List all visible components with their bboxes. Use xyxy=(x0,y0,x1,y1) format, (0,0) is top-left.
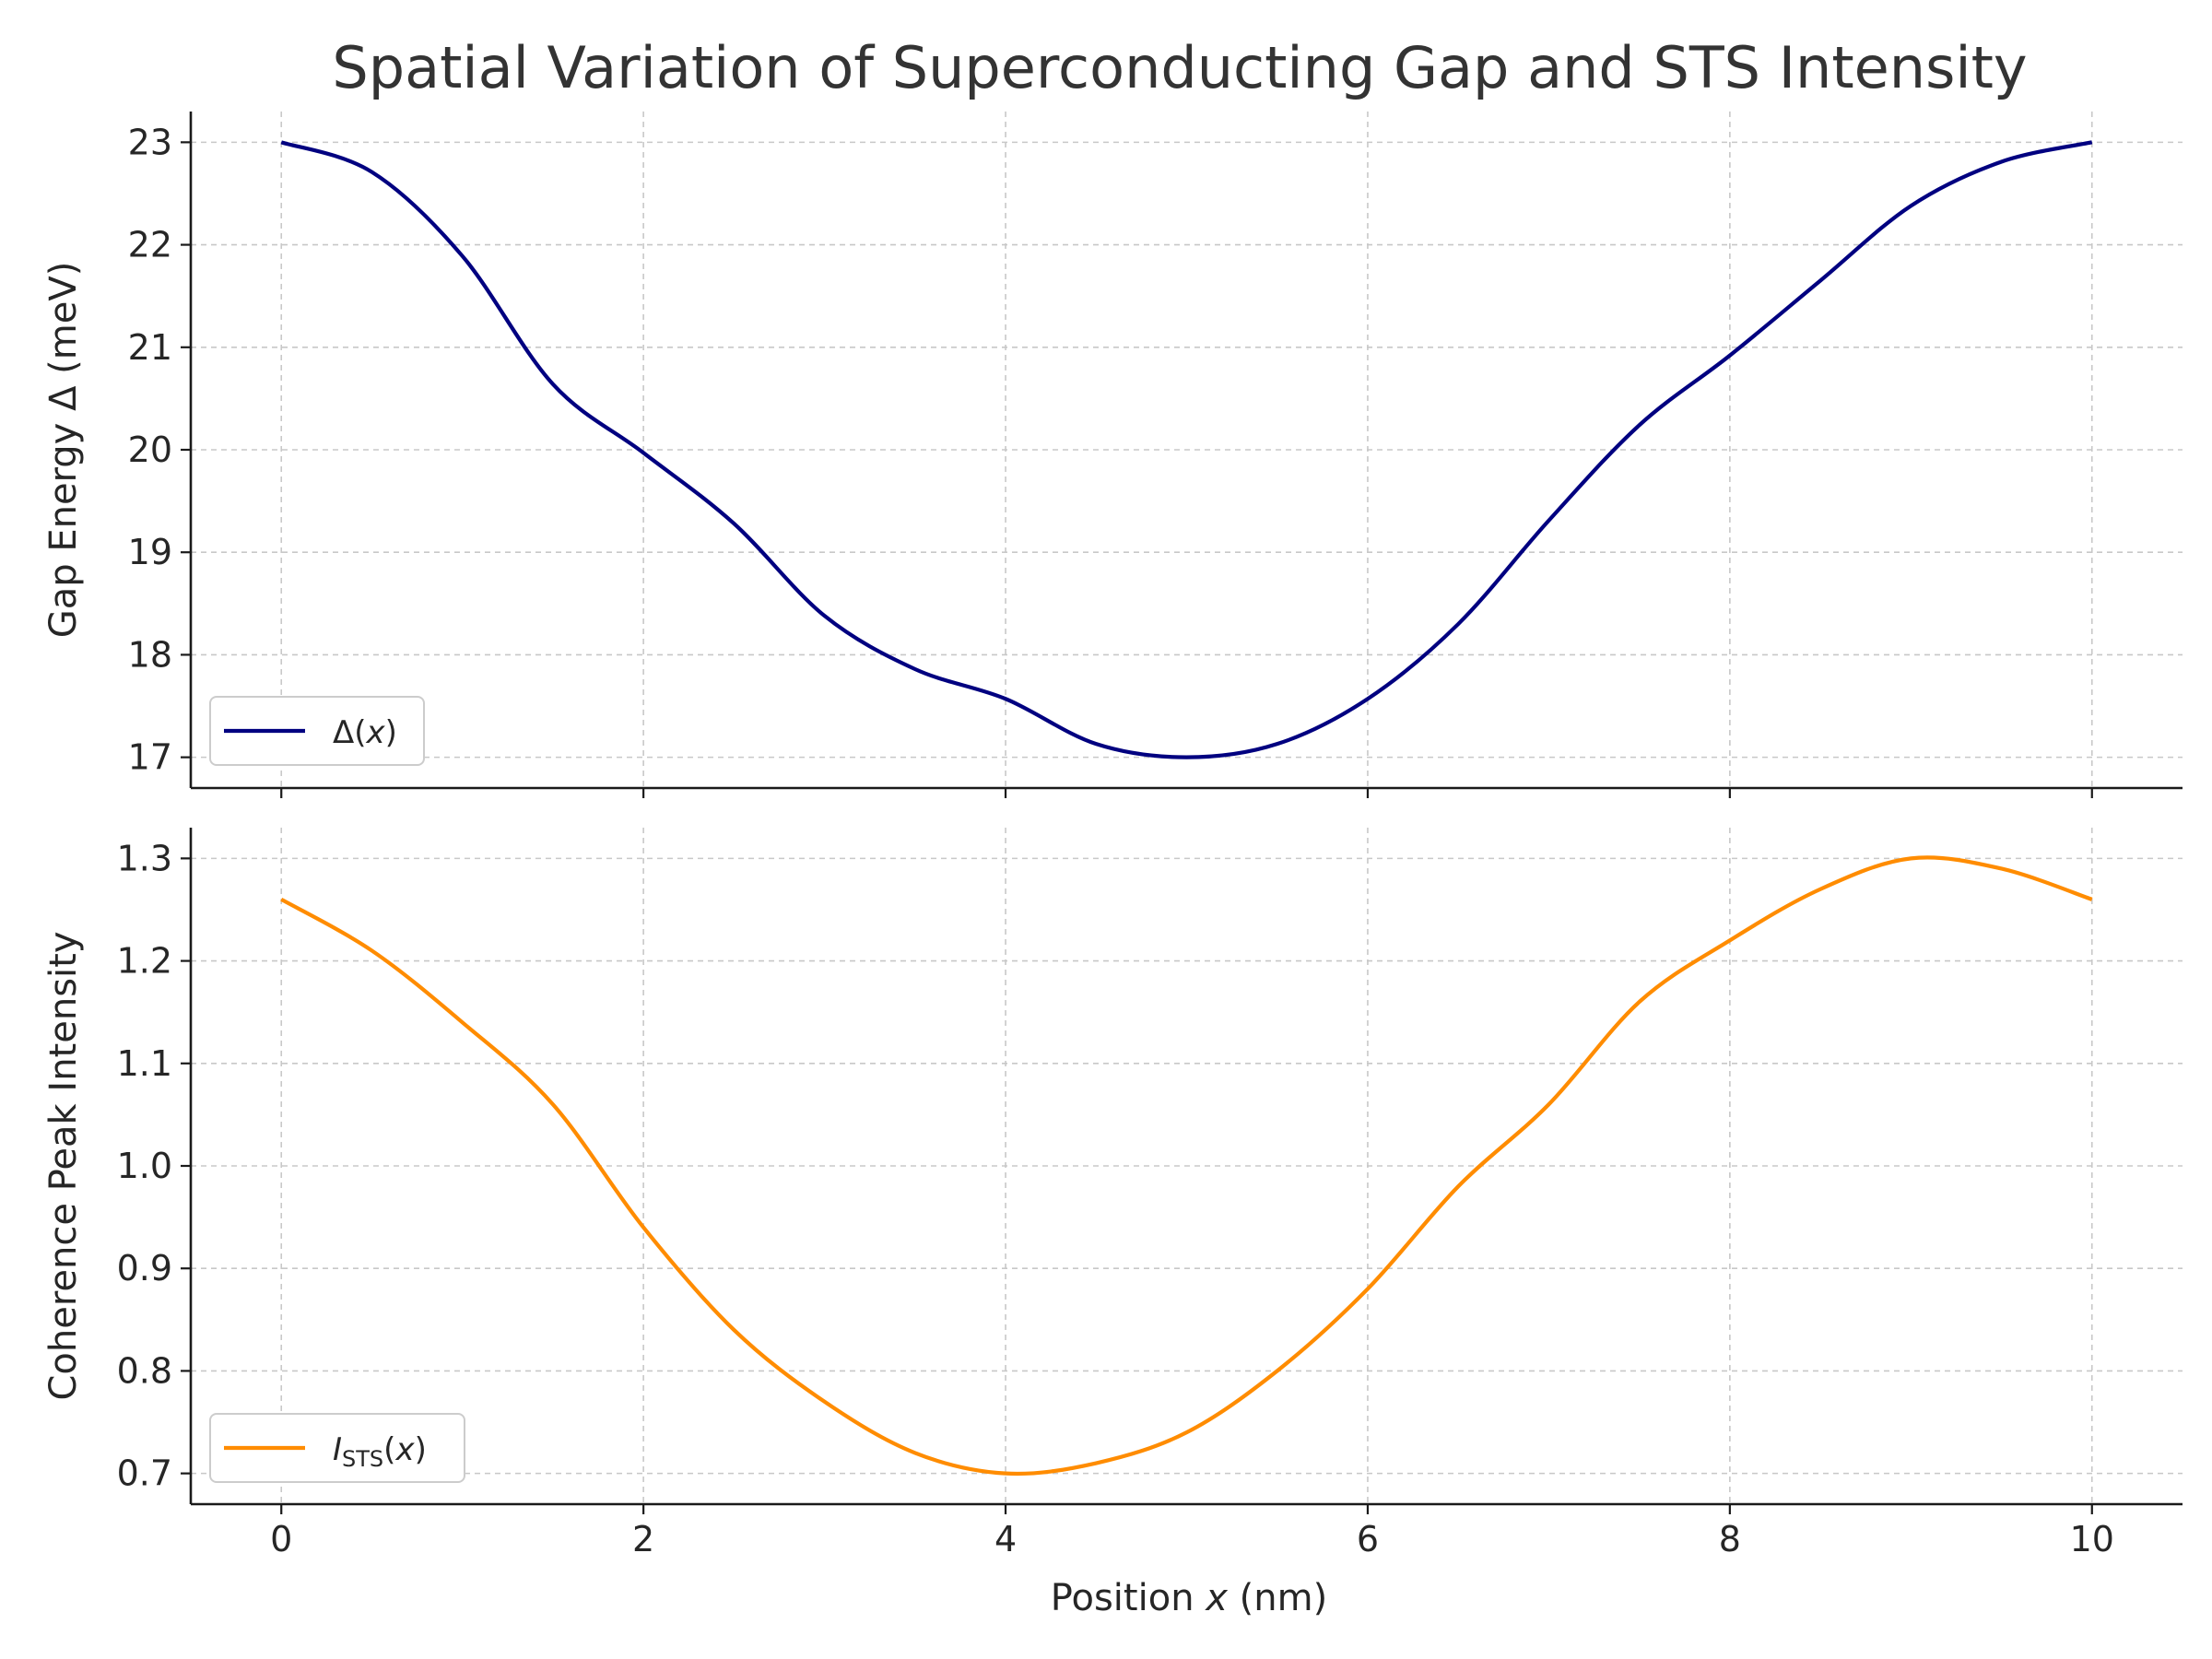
y-tick-label: 21 xyxy=(128,327,172,368)
y-tick-label: 0.9 xyxy=(117,1248,172,1288)
x-axis-label: Position x (nm) xyxy=(1051,1577,1327,1619)
y-tick-label: 23 xyxy=(128,122,172,162)
gap-legend-box xyxy=(209,696,425,766)
x-tick-label: 4 xyxy=(994,1519,1017,1559)
y-tick-label: 1.1 xyxy=(117,1043,172,1084)
gap-y-axis-label: Gap Energy Δ (meV) xyxy=(42,262,85,639)
sts-grid xyxy=(191,828,2183,1504)
sts-legend-box xyxy=(209,1413,465,1483)
gap-legend: Δ(x) xyxy=(209,696,425,766)
sts-intensity-panel: 0.7 0.8 0.9 1.0 1.1 1.2 1.3 Coherence Peak Int… xyxy=(42,828,2183,1514)
sts-y-ticks: 0.7 0.8 0.9 1.0 1.1 1.2 1.3 xyxy=(117,838,191,1494)
x-tick-label: 6 xyxy=(1357,1519,1379,1559)
y-tick-label: 1.3 xyxy=(117,838,172,878)
y-tick-label: 17 xyxy=(128,737,172,778)
x-tick-label: 2 xyxy=(632,1519,654,1559)
y-tick-label: 22 xyxy=(128,225,172,265)
sts-intensity-line xyxy=(280,855,2093,1477)
gap-energy-panel: 17 18 19 20 21 22 23 Gap Energy Δ (meV) Δ(x) xyxy=(42,112,2183,798)
sts-y-axis-label: Coherence Peak Intensity xyxy=(42,931,85,1400)
y-tick-label: 20 xyxy=(128,429,172,470)
y-tick-label: 1.2 xyxy=(117,941,172,982)
gap-legend-label: Δ(x) xyxy=(333,714,397,751)
y-tick-label: 1.0 xyxy=(117,1146,172,1186)
gap-energy-line xyxy=(280,140,2093,759)
x-tick-label: 10 xyxy=(2070,1519,2114,1559)
x-ticks: 0 2 4 6 8 10 xyxy=(270,1519,2114,1559)
gap-axes xyxy=(189,112,2183,798)
gap-y-ticks: 17 18 19 20 21 22 23 xyxy=(128,122,191,778)
y-tick-label: 0.7 xyxy=(117,1453,172,1494)
chart-title: Spatial Variation of Superconducting Gap… xyxy=(332,34,2027,101)
sts-legend-label: ISTS(x) xyxy=(333,1431,427,1472)
x-tick-label: 8 xyxy=(1719,1519,1741,1559)
sts-legend: ISTS(x) xyxy=(209,1413,465,1483)
x-tick-label: 0 xyxy=(270,1519,292,1559)
y-tick-label: 18 xyxy=(128,634,172,675)
y-tick-label: 19 xyxy=(128,532,172,572)
gap-grid xyxy=(191,112,2183,788)
sts-axes xyxy=(189,828,2183,1514)
y-tick-label: 0.8 xyxy=(117,1350,172,1391)
